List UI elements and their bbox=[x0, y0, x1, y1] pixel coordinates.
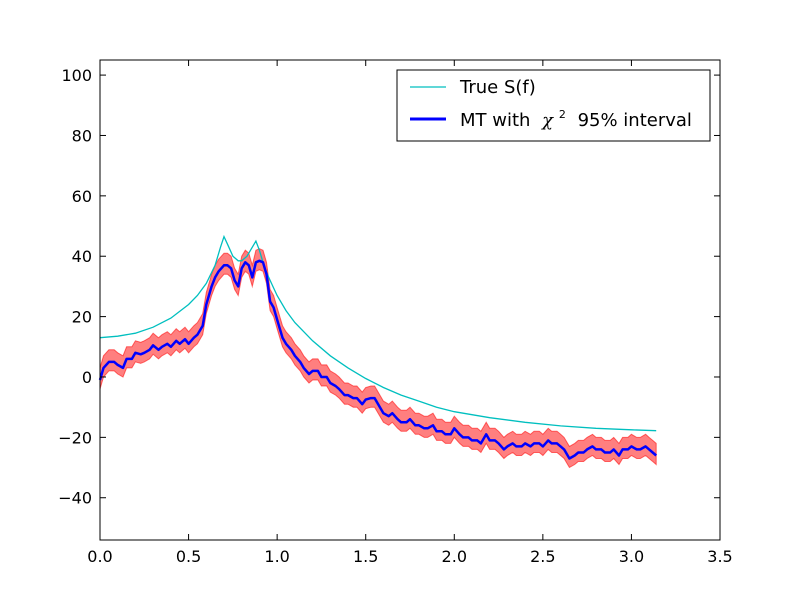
legend: True S(f) MT with χ 2 95% interval bbox=[396, 69, 711, 142]
x-tick-label: 0.0 bbox=[87, 547, 112, 566]
legend-true-sf-label: True S(f) bbox=[459, 77, 536, 98]
y-tick-label: 80 bbox=[72, 126, 92, 145]
legend-mt-prefix: MT with bbox=[460, 110, 530, 131]
y-tick-label: 0 bbox=[82, 368, 92, 387]
legend-box bbox=[396, 69, 711, 142]
mt-interval-band bbox=[99, 248, 657, 469]
legend-mt-chi: χ bbox=[540, 110, 554, 131]
x-tick-label: 2.0 bbox=[442, 547, 467, 566]
y-tick-label: 60 bbox=[72, 187, 92, 206]
x-tick-label: 3.5 bbox=[707, 547, 732, 566]
legend-mt-suffix: 95% interval bbox=[578, 110, 692, 131]
x-tick-label: 1.0 bbox=[264, 547, 289, 566]
y-tick-label: −20 bbox=[58, 428, 92, 447]
x-tick-label: 2.5 bbox=[530, 547, 555, 566]
plot-frame bbox=[99, 59, 721, 541]
mt-estimate-line bbox=[98, 259, 658, 460]
x-tick-label: 1.5 bbox=[353, 547, 378, 566]
y-tick-label: 20 bbox=[72, 308, 92, 327]
y-tick-label: 40 bbox=[72, 247, 92, 266]
x-tick-label: 3.0 bbox=[619, 547, 644, 566]
legend-mt-label: MT with χ 2 95% interval bbox=[460, 102, 692, 131]
plot-area bbox=[98, 234, 658, 469]
x-tick-label: 0.5 bbox=[176, 547, 201, 566]
axis-ticks: 0.0 0.5 1.0 1.5 2.0 2.5 3.0 3.5 −40 −20 0 20 40 60 80 1… bbox=[58, 60, 733, 566]
y-tick-label: −40 bbox=[58, 489, 92, 508]
legend-mt-sup: 2 bbox=[559, 108, 566, 121]
y-tick-label: 100 bbox=[61, 66, 92, 85]
